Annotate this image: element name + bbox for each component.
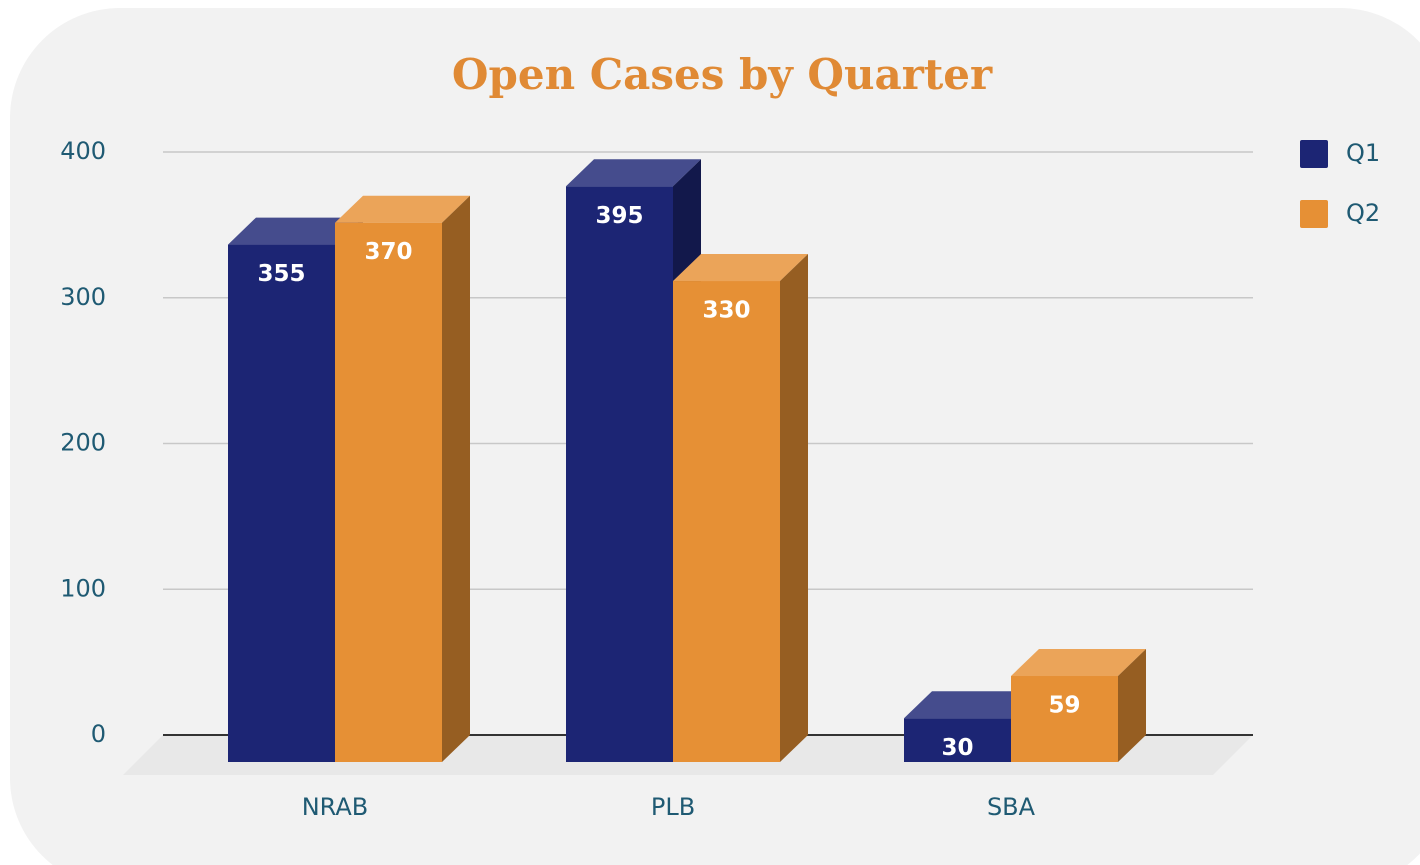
bar-top xyxy=(228,217,363,245)
bar xyxy=(1011,676,1118,762)
bar-top xyxy=(566,159,701,187)
y-tick-label: 100 xyxy=(60,574,106,602)
bar-side xyxy=(1118,649,1146,762)
value-label: 395 xyxy=(595,203,643,229)
bar-3d: 370 xyxy=(335,195,470,763)
bar xyxy=(335,222,442,763)
x-tick-label: NRAB xyxy=(302,793,369,821)
y-tick-label: 400 xyxy=(60,137,106,165)
y-tick-label: 200 xyxy=(60,429,106,457)
value-label: 330 xyxy=(702,298,750,324)
legend-swatch xyxy=(1300,140,1328,168)
bar-top xyxy=(904,691,1039,719)
y-tick-label: 300 xyxy=(60,283,106,311)
legend-label: Q1 xyxy=(1346,139,1380,167)
value-label: 355 xyxy=(257,261,305,287)
x-tick-label: PLB xyxy=(651,793,695,821)
legend-label: Q2 xyxy=(1346,199,1380,227)
chart-title: Open Cases by Quarter xyxy=(452,50,993,99)
value-label: 370 xyxy=(364,239,412,265)
legend-swatch xyxy=(1300,200,1328,228)
value-label: 59 xyxy=(1048,693,1080,719)
bar-side xyxy=(442,195,470,763)
bar-side xyxy=(780,254,808,762)
bar xyxy=(673,281,780,762)
bar-3d: 330 xyxy=(673,254,808,762)
y-tick-label: 0 xyxy=(91,720,106,748)
bar-top xyxy=(673,254,808,282)
bar-3d: 59 xyxy=(1011,649,1146,762)
x-tick-label: SBA xyxy=(987,793,1036,821)
bar xyxy=(904,718,1011,762)
bar xyxy=(566,186,673,763)
bar-top xyxy=(1011,649,1146,677)
bar-top xyxy=(335,195,470,223)
bar xyxy=(228,244,335,762)
value-label: 30 xyxy=(941,735,973,761)
